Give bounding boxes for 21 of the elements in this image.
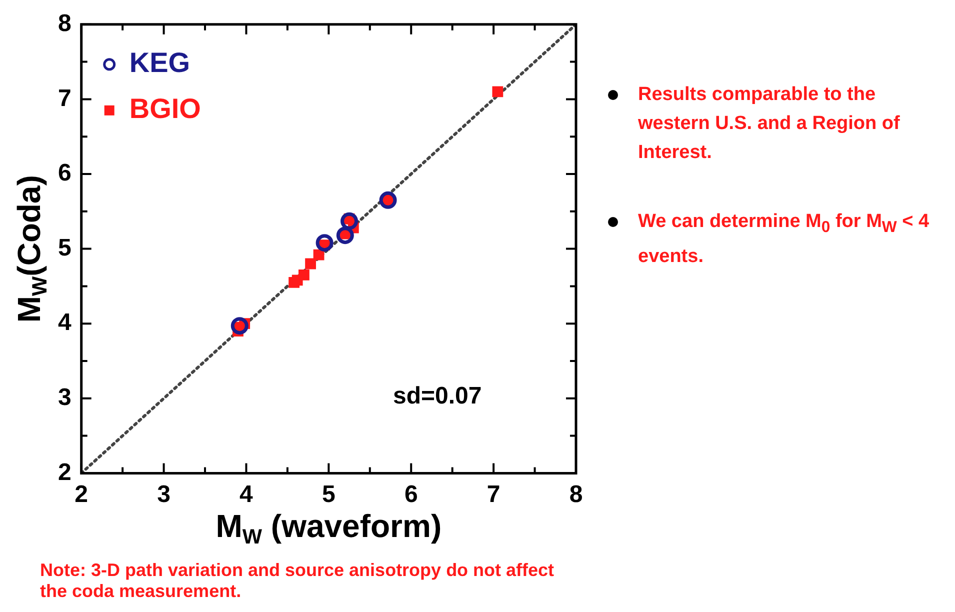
y-tick-label: 8: [58, 10, 72, 38]
legend-label: BGIO: [129, 93, 201, 124]
x-tick-label: 7: [486, 481, 500, 508]
y-axis-title: MW(Coda): [11, 175, 52, 323]
y-tick-label: 7: [58, 84, 72, 112]
y-tick-label: 3: [58, 384, 72, 412]
x-tick-label: 6: [404, 481, 418, 508]
y-tick-label: 6: [58, 160, 72, 187]
y-tick-label: 5: [58, 234, 72, 262]
text: Note: 3-D path variation and source anisotropy do not affect the coda measurement.: [40, 560, 556, 602]
text: Results comparable to the western U.S. and a Region of Interest.: [637, 83, 901, 165]
x-tick-label: 4: [240, 481, 254, 508]
legend-label: KEG: [129, 47, 190, 78]
y-tick-label: 2: [58, 458, 72, 486]
x-tick-label: 8: [569, 481, 583, 508]
x-tick-label: 2: [74, 481, 88, 508]
annotation: sd=0.07: [392, 382, 482, 410]
x-tick-label: 5: [322, 481, 336, 508]
y-tick-label: 4: [58, 309, 72, 336]
text: We can determine M$_{0}$ for M$_{W}$ < 4 events.: [638, 211, 930, 267]
x-tick-label: 3: [157, 481, 170, 508]
